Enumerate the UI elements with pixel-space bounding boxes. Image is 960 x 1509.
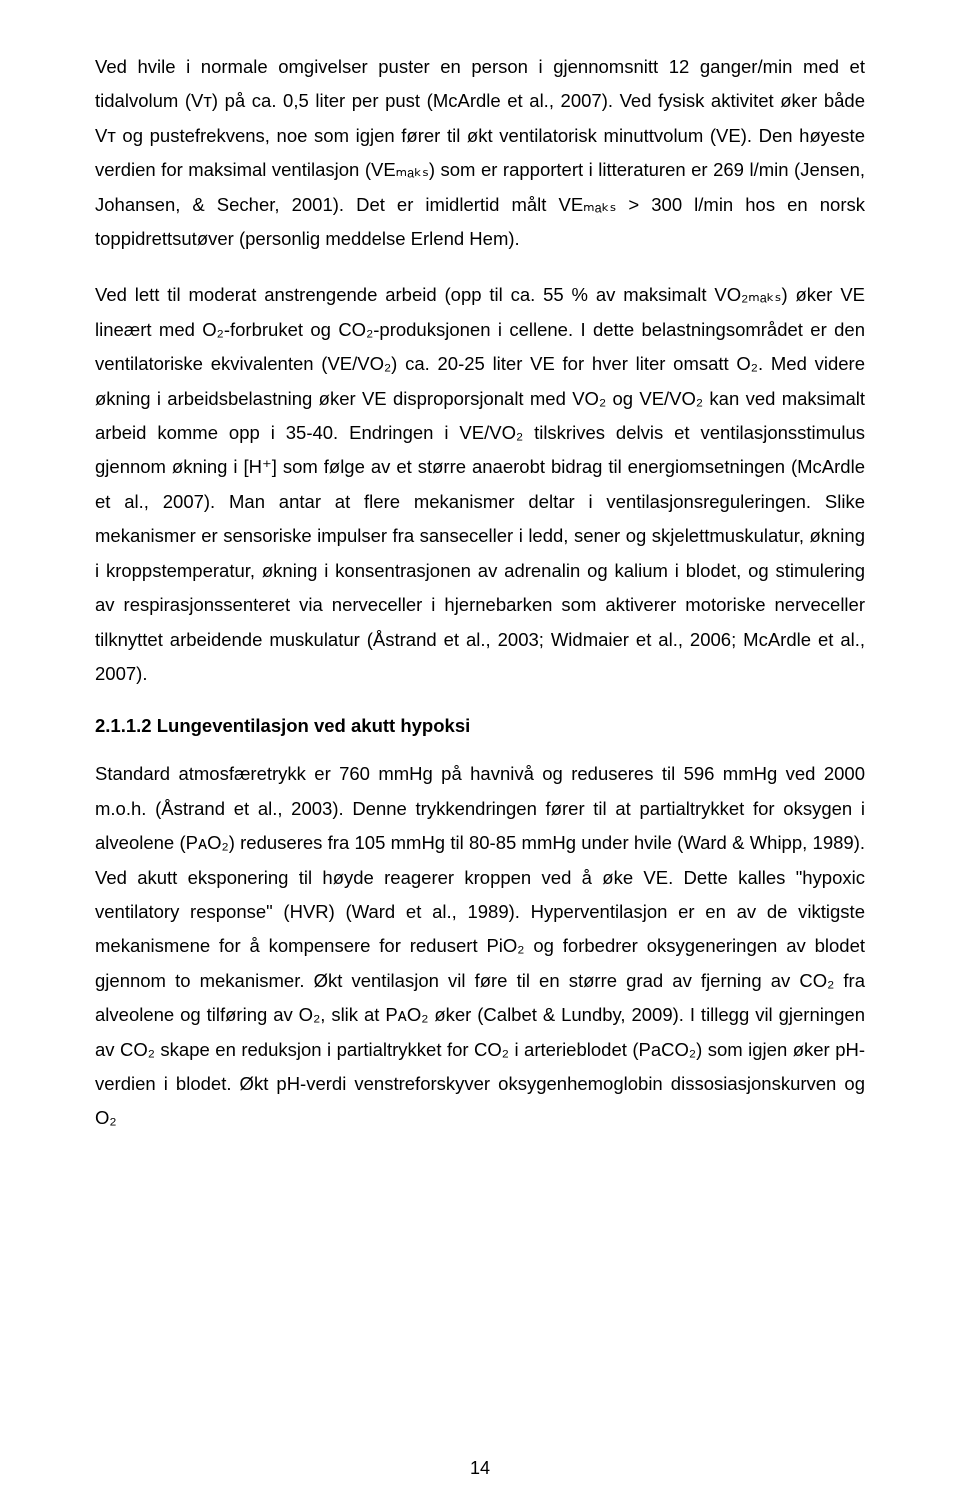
document-page: Ved hvile i normale omgivelser puster en… xyxy=(0,0,960,1509)
body-paragraph-1: Ved hvile i normale omgivelser puster en… xyxy=(95,50,865,256)
body-paragraph-2: Ved lett til moderat anstrengende arbeid… xyxy=(95,278,865,691)
body-paragraph-3: Standard atmosfæretrykk er 760 mmHg på h… xyxy=(95,757,865,1135)
page-number: 14 xyxy=(0,1458,960,1479)
section-heading: 2.1.1.2 Lungeventilasjon ved akutt hypok… xyxy=(95,715,865,737)
